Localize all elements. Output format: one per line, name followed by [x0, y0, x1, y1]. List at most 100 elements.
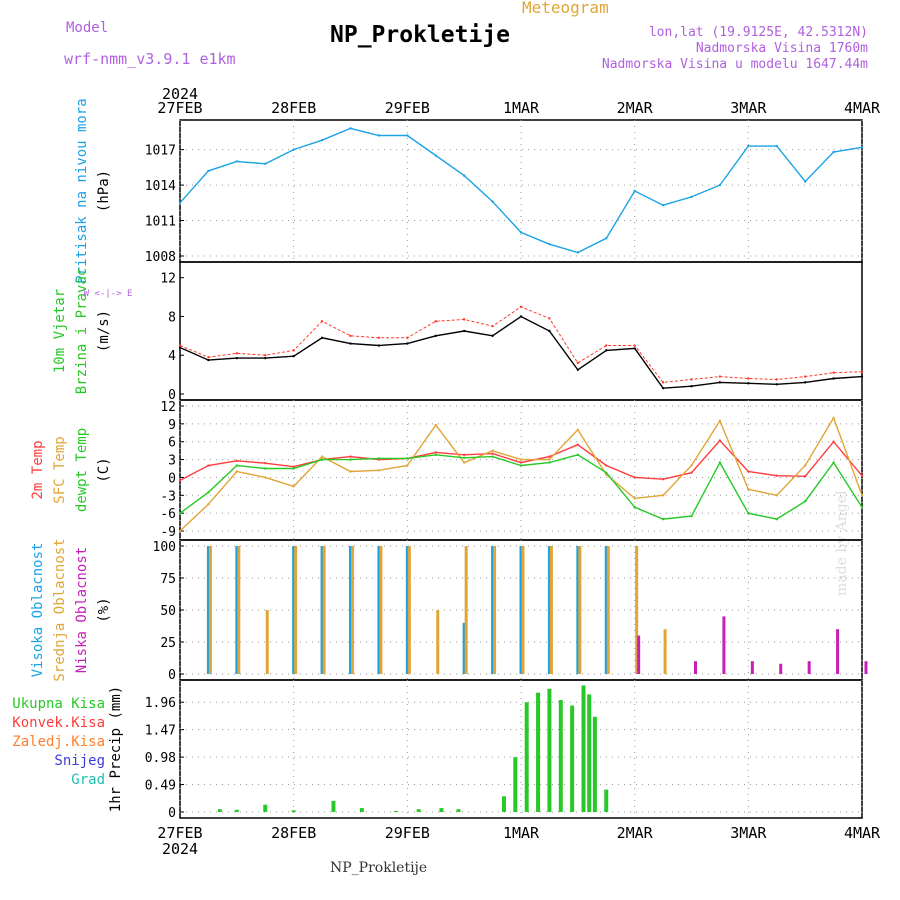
bar-clouds	[206, 546, 210, 674]
xtick-bottom: 1MAR	[503, 824, 540, 842]
data-point-pressure	[377, 134, 381, 137]
data-point-temperature	[292, 485, 295, 488]
footer-title: NP_Prokletije	[330, 860, 428, 876]
xtick-bottom: 28FEB	[271, 824, 316, 842]
bar-clouds	[663, 629, 667, 674]
data-point-pressure	[747, 144, 750, 148]
data-point-temperature	[462, 453, 466, 457]
data-point-wind	[860, 370, 864, 373]
bar-precip	[263, 804, 268, 812]
data-point-wind	[860, 375, 864, 378]
data-point-pressure	[462, 174, 466, 177]
data-point-temperature	[661, 478, 665, 481]
data-point-temperature	[178, 511, 182, 515]
data-point-pressure	[207, 169, 210, 173]
data-point-wind	[377, 336, 381, 339]
data-point-temperature	[320, 458, 324, 461]
bar-clouds	[576, 546, 580, 674]
data-point-temperature	[832, 461, 835, 464]
ylabel-clouds: Srednja Oblacnost	[52, 538, 68, 681]
data-point-pressure	[576, 251, 580, 254]
data-point-wind	[519, 305, 523, 308]
ylabel-temperature: SFC Temp	[52, 436, 68, 503]
bar-clouds	[464, 546, 468, 674]
data-point-temperature	[747, 470, 750, 473]
data-point-temperature	[491, 452, 494, 455]
data-point-temperature	[377, 469, 381, 472]
legend-item: Snijeg	[54, 753, 105, 769]
data-point-pressure	[434, 154, 437, 157]
data-point-temperature	[548, 461, 551, 464]
bar-clouds	[462, 622, 466, 674]
data-point-temperature	[860, 474, 864, 477]
data-point-wind	[747, 382, 750, 385]
data-point-temperature	[519, 458, 523, 461]
data-point-wind	[832, 377, 835, 380]
data-point-temperature	[775, 474, 778, 477]
panel-frame-temperature	[179, 399, 863, 541]
data-point-temperature	[576, 443, 580, 446]
data-point-temperature	[803, 500, 807, 503]
xtick-top: 3MAR	[730, 99, 767, 117]
data-point-wind	[605, 349, 608, 352]
data-point-wind	[803, 375, 807, 378]
data-point-temperature	[207, 503, 210, 506]
data-point-wind	[207, 358, 210, 362]
data-point-temperature	[775, 517, 778, 521]
ytick-label-precip: 1.47	[145, 724, 176, 739]
data-point-temperature	[718, 461, 722, 464]
bar-clouds	[436, 610, 440, 674]
ytick-label-wind: 8	[168, 310, 176, 325]
xtick-bottom: 27FEB	[157, 824, 202, 842]
data-point-temperature	[860, 506, 864, 509]
bar-clouds	[491, 546, 495, 674]
ytick-label-temperature: 6	[168, 436, 176, 451]
data-point-wind	[320, 320, 324, 323]
data-point-pressure	[832, 150, 835, 154]
data-point-temperature	[803, 475, 807, 478]
bar-clouds	[237, 546, 241, 674]
ylabel-pressure: (hPa)	[96, 170, 112, 212]
bar-precip	[581, 685, 586, 812]
bar-clouds	[604, 546, 608, 674]
bar-clouds	[407, 546, 411, 674]
data-point-pressure	[860, 146, 864, 149]
data-point-pressure	[633, 189, 636, 193]
data-point-wind	[292, 349, 295, 352]
bar-precip	[291, 810, 296, 812]
data-point-wind	[434, 320, 437, 323]
ytick-label-clouds: 100	[153, 540, 176, 555]
data-point-temperature	[718, 419, 722, 423]
data-point-pressure	[548, 242, 551, 246]
ytick-label-wind: 4	[168, 349, 176, 364]
xtick-bottom: 4MAR	[844, 824, 881, 842]
xtick-top: 29FEB	[385, 99, 430, 117]
model-label: Model	[66, 20, 109, 36]
series-line-pressure	[179, 127, 863, 254]
data-point-pressure	[519, 231, 523, 234]
ytick-label-pressure: 1011	[145, 215, 176, 230]
data-point-pressure	[264, 162, 267, 166]
data-point-wind	[576, 361, 580, 365]
bar-clouds	[265, 610, 269, 674]
data-point-temperature	[292, 465, 295, 468]
data-point-temperature	[633, 506, 636, 509]
data-point-temperature	[661, 517, 665, 521]
data-point-temperature	[320, 455, 324, 458]
year-top: 2024	[162, 85, 198, 103]
data-point-temperature	[548, 458, 551, 461]
bar-precip	[587, 694, 592, 812]
data-point-temperature	[690, 514, 693, 518]
ytick-label-wind: 12	[160, 272, 176, 287]
bar-precip	[217, 809, 222, 812]
data-point-temperature	[832, 440, 835, 443]
data-point-temperature	[264, 476, 267, 479]
ytick-label-temperature: -3	[160, 489, 176, 504]
data-point-wind	[320, 336, 324, 339]
data-point-wind	[661, 386, 665, 390]
ylabel-temperature: 2m Temp	[30, 440, 46, 499]
data-point-temperature	[377, 457, 381, 460]
data-point-wind	[576, 368, 580, 371]
ylabel-wind: (m/s)	[96, 310, 112, 352]
